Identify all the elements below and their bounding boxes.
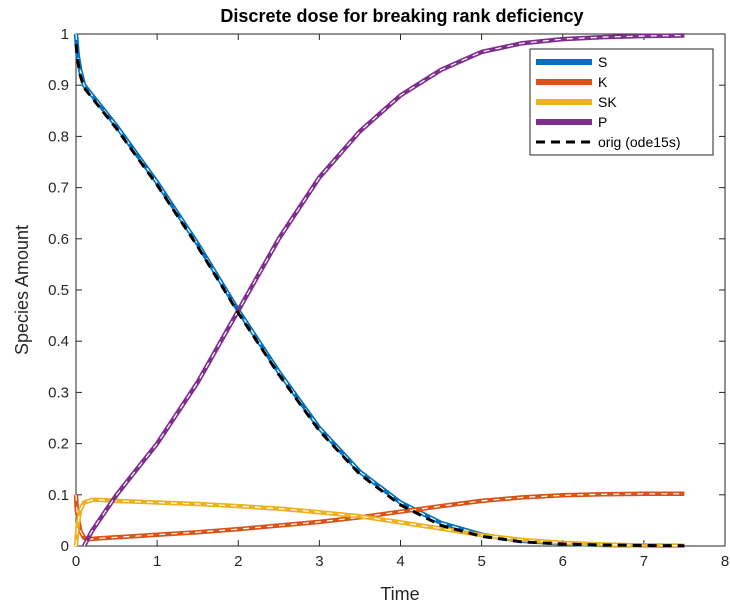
x-tick-label: 0 — [72, 553, 80, 570]
legend-label: orig (ode15s) — [598, 134, 681, 150]
series-lines — [73, 33, 685, 548]
y-tick-label: 0 — [61, 538, 69, 555]
y-axis-label: Species Amount — [12, 225, 32, 355]
y-tick-label: 0.7 — [48, 180, 69, 197]
legend-label: P — [598, 114, 607, 130]
y-tick-label: 0.5 — [48, 282, 69, 299]
legend-label: SK — [598, 94, 617, 110]
x-tick-label: 8 — [721, 553, 729, 570]
series-line-k — [73, 491, 685, 542]
y-tick-label: 0.3 — [48, 384, 69, 401]
y-tick-label: 0.4 — [48, 333, 69, 350]
series-line-highlight — [75, 499, 685, 547]
x-tick-label: 4 — [396, 553, 404, 570]
x-axis-label: Time — [380, 584, 419, 604]
x-tick-label: 3 — [315, 553, 323, 570]
series-line-highlight — [75, 33, 685, 547]
y-tick-label: 0.8 — [48, 128, 69, 145]
y-tick-label: 0.6 — [48, 231, 69, 248]
y-tick-label: 0.9 — [48, 77, 69, 94]
x-tick-label: 2 — [234, 553, 242, 570]
x-tick-label: 1 — [153, 553, 161, 570]
y-tick-label: 1 — [61, 26, 69, 43]
legend-label: S — [598, 54, 607, 70]
y-tick-label: 0.2 — [48, 436, 69, 453]
x-tick-label: 7 — [640, 553, 648, 570]
y-axis-ticks: 0 0.1 0.2 0.3 0.4 0.5 0.6 0.7 0.8 0.9 1 — [48, 26, 725, 555]
x-tick-label: 6 — [559, 553, 567, 570]
legend-label: K — [598, 74, 608, 90]
chart-title: Discrete dose for breaking rank deficien… — [220, 6, 583, 26]
series-line-orig — [74, 44, 685, 548]
series-line-p — [82, 33, 685, 548]
x-tick-label: 5 — [477, 553, 485, 570]
y-tick-label: 0.1 — [48, 487, 69, 504]
